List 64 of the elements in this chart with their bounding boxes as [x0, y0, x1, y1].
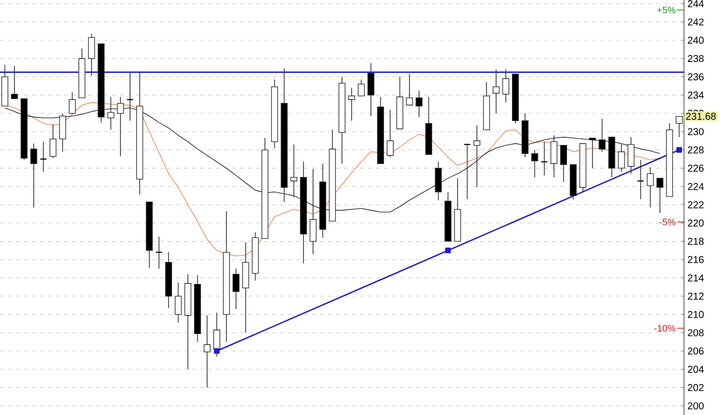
annotation: -10% — [654, 324, 676, 332]
annotation: -5% — [660, 218, 676, 226]
point — [676, 147, 682, 153]
y-tick-label: 214 — [688, 274, 704, 282]
y-tick-label: 238 — [688, 54, 704, 62]
candlestick — [126, 70, 134, 122]
candlestick — [464, 144, 471, 200]
candlestick — [531, 150, 538, 178]
candlestick — [88, 33, 95, 76]
candlestick — [473, 124, 480, 188]
candlestick — [59, 112, 66, 152]
candlestick — [40, 141, 47, 172]
candlestick — [155, 236, 163, 270]
y-tick-label: 212 — [688, 292, 704, 300]
candlestick — [232, 268, 240, 310]
candlestick — [502, 69, 510, 103]
candlestick — [560, 144, 568, 182]
y-tick-label: 226 — [688, 164, 704, 172]
candlestick — [416, 90, 422, 118]
candlestick — [628, 136, 634, 174]
y-tick-label: 240 — [688, 36, 704, 44]
y-tick-label: 200 — [688, 402, 704, 410]
candlestick — [290, 144, 298, 198]
candlestick — [598, 118, 606, 152]
candlestick — [174, 282, 182, 324]
y-tick-label: 220 — [688, 219, 704, 227]
candlestick — [348, 87, 356, 122]
y-tick-label: 230 — [688, 128, 704, 136]
candlestick — [589, 138, 596, 169]
candlestick — [492, 69, 500, 114]
candlestick — [550, 134, 558, 178]
candlestick — [676, 116, 683, 138]
candlestick — [656, 178, 664, 214]
y-tick-label: 204 — [688, 366, 704, 373]
y-tick-label: 206 — [688, 347, 704, 355]
y-tick-label: 244 — [688, 0, 704, 8]
y-tick-label: 216 — [688, 256, 704, 264]
annotation: +5% — [657, 6, 676, 14]
candlestick — [204, 314, 211, 388]
candlestick — [646, 166, 654, 208]
candlestick — [406, 74, 413, 106]
candlestick — [386, 109, 394, 158]
y-tick-label: 222 — [688, 201, 704, 208]
y-tick-label: 210 — [688, 310, 704, 318]
point — [445, 248, 451, 254]
y-tick-label: 242 — [688, 18, 704, 26]
candlestick — [30, 143, 38, 208]
candlestick — [358, 79, 365, 96]
candlestick — [434, 161, 442, 201]
y-tick-label: 202 — [688, 384, 704, 392]
candlestick — [540, 141, 548, 176]
y-tick-label: 228 — [688, 146, 704, 154]
point — [214, 348, 220, 354]
y-tick-label: 234 — [688, 92, 704, 99]
y-tick-label: 218 — [688, 238, 704, 245]
candlestick — [50, 124, 56, 159]
y-tick-label: 236 — [688, 73, 704, 80]
y-tick-label: 208 — [688, 329, 704, 336]
y-tick-label: 224 — [688, 182, 704, 190]
candlestick — [367, 62, 374, 116]
candlestick — [637, 160, 644, 200]
text: 231.68 — [686, 112, 716, 120]
candlestick — [618, 143, 625, 172]
candlestick — [11, 65, 18, 100]
